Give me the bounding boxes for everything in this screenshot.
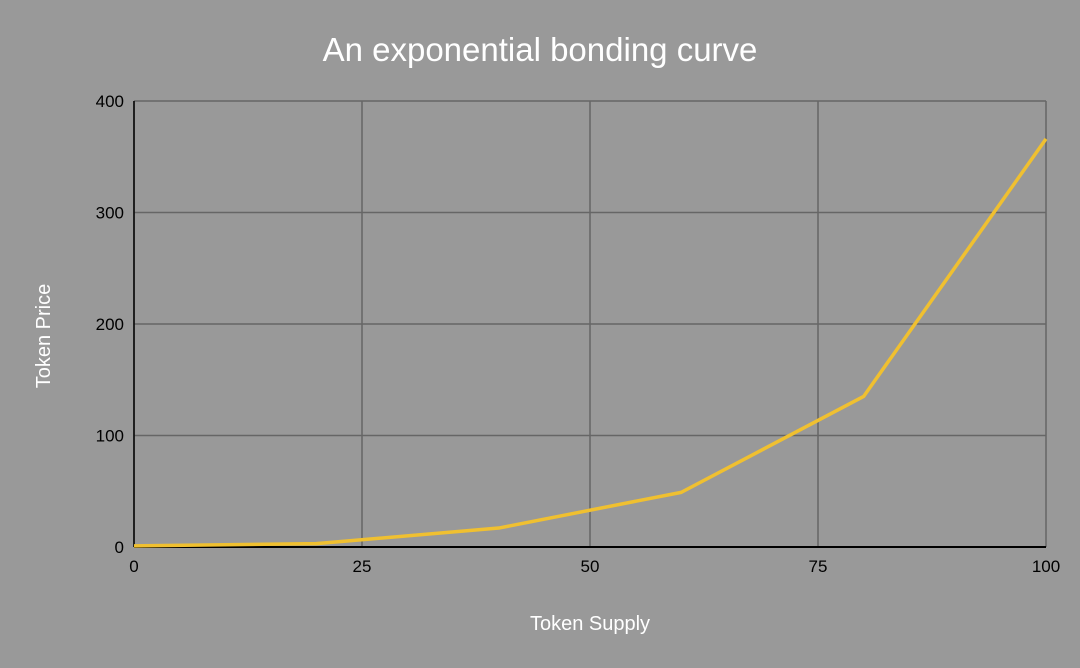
y-tick-label: 100 (96, 427, 124, 446)
x-tick-label: 75 (809, 557, 828, 576)
y-axis-label: Token Price (33, 284, 55, 389)
x-tick-label: 25 (353, 557, 372, 576)
grid (133, 100, 1047, 548)
x-axis-label: Token Supply (530, 613, 650, 635)
y-tick-label: 300 (96, 204, 124, 223)
chart-title: An exponential bonding curve (323, 31, 758, 68)
x-tick-label: 100 (1032, 557, 1060, 576)
x-tick-label: 50 (581, 557, 600, 576)
x-tick-label: 0 (129, 557, 138, 576)
y-tick-label: 400 (96, 92, 124, 111)
y-tick-label: 200 (96, 315, 124, 334)
series-line (133, 137, 1048, 548)
y-tick-label: 0 (115, 538, 124, 557)
ticks: 0 25 50 75 100 0 100 200 300 400 (96, 92, 1061, 576)
